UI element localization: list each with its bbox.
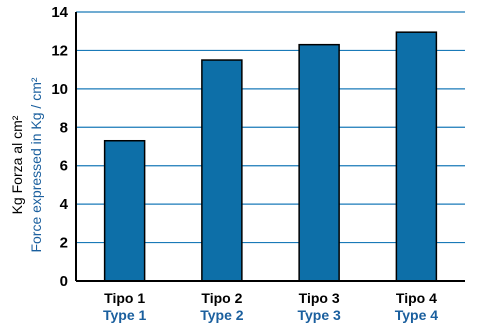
y-tick-labels: 0 2 4 6 8 10 12 14 bbox=[51, 4, 68, 290]
y-tick-label: 4 bbox=[60, 196, 69, 213]
bar bbox=[395, 31, 438, 282]
x-tick-label-secondary: Type 3 bbox=[297, 307, 341, 323]
y-axis-title: Kg Forza al cm² Force expressed in Kg / … bbox=[9, 77, 44, 252]
axes bbox=[75, 12, 465, 282]
bar bbox=[201, 59, 243, 282]
x-tick-label-secondary: Type 2 bbox=[200, 307, 244, 323]
bars bbox=[103, 31, 438, 282]
y-axis-title-secondary: Force expressed in Kg / cm² bbox=[28, 77, 44, 252]
y-tick-label: 14 bbox=[51, 4, 68, 21]
x-tick-label: Tipo 2 bbox=[201, 290, 242, 306]
x-tick-label-secondary: Type 4 bbox=[395, 307, 439, 323]
y-tick-label: 12 bbox=[51, 42, 68, 59]
x-tick-label: Tipo 3 bbox=[299, 290, 340, 306]
x-tick-label: Tipo 1 bbox=[104, 290, 145, 306]
y-tick-label: 2 bbox=[60, 235, 68, 252]
y-tick-label: 10 bbox=[51, 81, 68, 98]
x-tick-label-secondary: Type 1 bbox=[103, 307, 147, 323]
bar bbox=[298, 43, 340, 282]
y-tick-label: 0 bbox=[60, 273, 68, 290]
y-tick-label: 6 bbox=[60, 158, 68, 175]
y-axis-title-primary: Kg Forza al cm² bbox=[9, 115, 25, 214]
x-tick-label: Tipo 4 bbox=[396, 290, 437, 306]
bar bbox=[103, 139, 146, 282]
y-tick-label: 8 bbox=[60, 119, 68, 136]
